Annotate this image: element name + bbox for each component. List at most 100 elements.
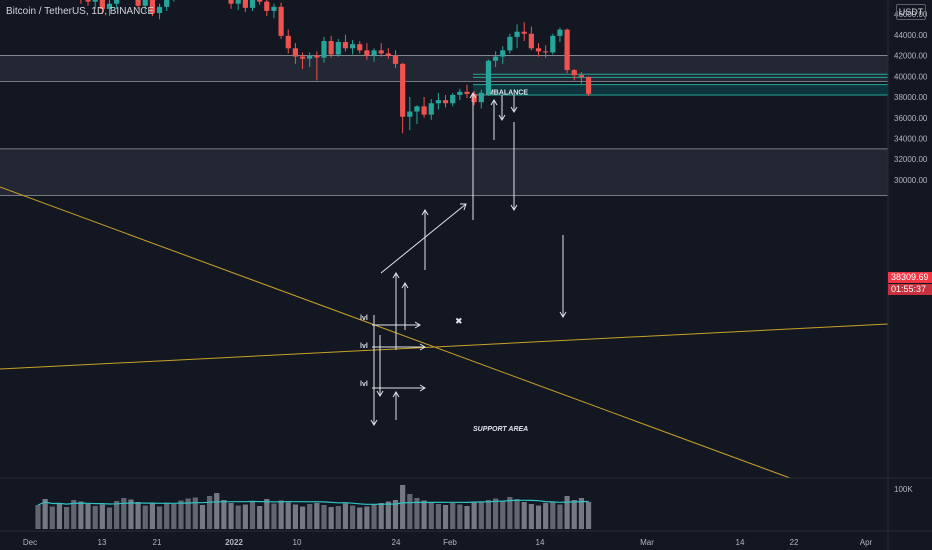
descending-trendline [0,186,791,479]
candle [321,41,327,58]
time-tick-label: 14 [736,538,745,547]
candle [264,1,270,11]
candle [450,94,456,104]
currency-badge[interactable]: USDT [896,4,926,20]
volume-bar [278,500,284,529]
candle [557,29,563,36]
volume-bar [407,494,413,529]
time-tick-label: 14 [536,538,545,547]
volume-bar [78,501,84,529]
candle [464,91,470,94]
arrow-down-head [498,114,506,121]
volume-bar [156,506,163,529]
candle [350,44,356,49]
volume-bar [371,504,377,529]
candle [85,0,91,2]
imbalance-zone [473,84,888,95]
volume-bar [307,504,313,529]
volume-bar [85,504,91,529]
volume-bar [514,499,520,529]
volume-bar [585,502,592,529]
price-tick-label: 40000.00 [894,72,928,81]
volume-bar [242,504,248,529]
time-tick-label: 10 [293,538,302,547]
countdown-tag: 01:55:37 [888,284,932,295]
volume-bar [321,505,327,529]
candle [106,3,113,9]
candle [149,0,155,14]
candle [571,70,577,76]
arrow-up-head [392,272,400,279]
volume-bar [557,504,563,529]
volume-bar [292,504,298,529]
candle [435,100,441,104]
arrow-right-head [419,343,426,351]
candle [228,0,234,4]
candle [299,56,306,59]
volume-bar [464,506,470,529]
volume-bar [328,507,334,529]
candle [521,31,527,34]
volume-bar [342,503,349,529]
price-tick-label: 36000.00 [894,114,928,123]
support-zone [0,148,888,196]
candles-layer [80,0,592,134]
symbol-title[interactable]: Bitcoin / TetherUS, 1D, BINANCE [6,6,155,17]
candle [242,0,248,8]
candle [257,0,263,2]
volume-bar [400,485,406,529]
time-tick-label: 22 [790,538,799,547]
volume-bar [99,504,105,529]
candle [92,0,98,2]
volume-bar [142,505,148,529]
volume-bar [528,504,534,529]
volume-bar [221,500,227,529]
volume-bar [478,502,484,529]
current-price-tag: 38309.69 [888,272,932,283]
candle [514,31,520,37]
cross-marker: ✖ [455,317,463,327]
arrow-up-head [401,282,409,289]
arrow-diagonal [380,203,467,274]
volume-tick-label: 100K [894,485,913,494]
candle [500,50,506,57]
arrow-diagonal-head [460,203,467,211]
volume-ma-line [37,499,589,506]
candle [292,48,298,57]
candle [442,100,449,104]
volume-bar [42,499,48,529]
candle [457,91,463,95]
volume-bar [385,501,391,529]
candle [271,6,277,11]
volume-bar [228,503,234,529]
volume-bar [135,502,141,529]
price-tick-label: 34000.00 [894,134,928,143]
volume-bar [392,500,399,529]
volume-bar [442,505,449,529]
volume-bar [564,496,570,529]
candle [335,42,341,55]
volume-bar [164,502,170,529]
arrow-down-head [376,390,384,397]
volume-bar [64,507,70,529]
candle [114,0,120,4]
candle [278,6,284,36]
candle [400,63,406,117]
candle [328,41,334,55]
price-tick-label: 42000.00 [894,52,928,61]
volume-bar [49,506,55,529]
price-tick-label: 44000.00 [894,31,928,40]
volume-bar [171,504,177,529]
volume-bar [35,505,41,529]
volume-bar [199,505,206,529]
volume-bar [485,500,492,529]
volume-bar [450,503,456,529]
volume-bar [56,503,63,529]
volume-bar [285,502,291,529]
volume-bar [357,507,363,529]
candle [428,103,434,115]
volume-bar [235,505,241,529]
candle [507,36,513,51]
